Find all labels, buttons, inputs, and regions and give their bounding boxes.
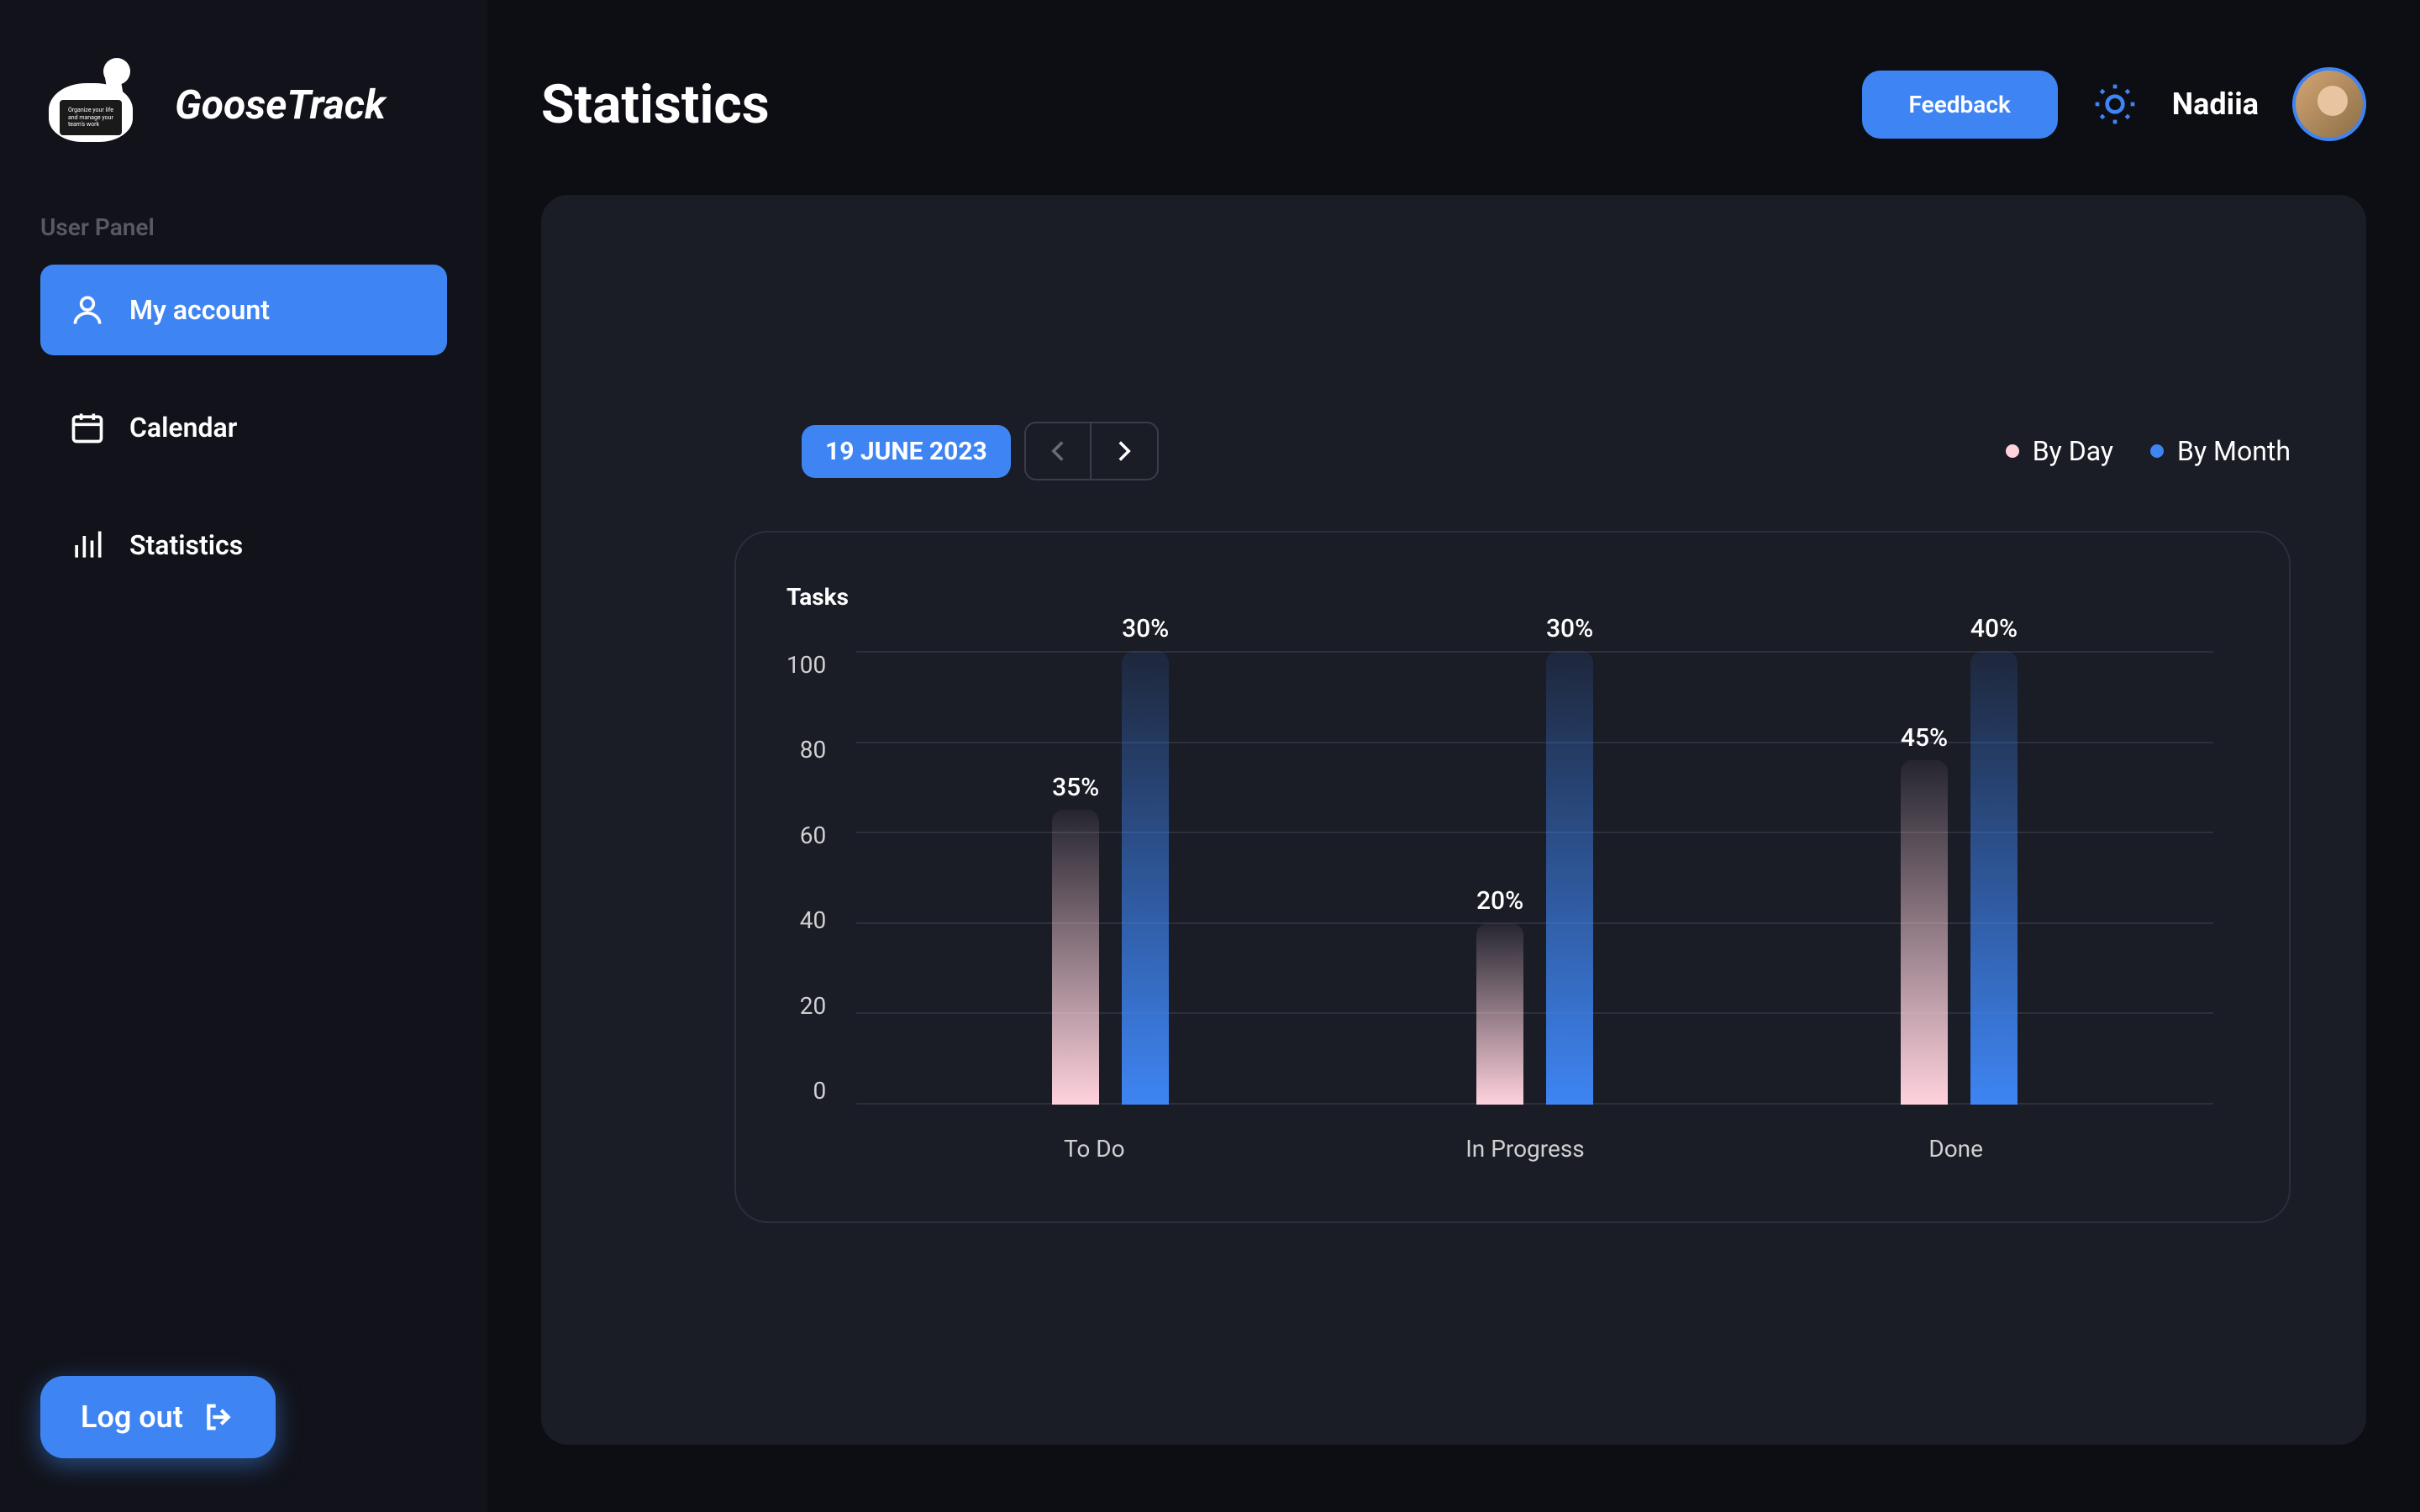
statistics-card: 19 JUNE 2023 By Day By Month	[541, 195, 2366, 1445]
day-bar: 20%	[1476, 923, 1523, 1105]
header-right: Feedback Nadiia	[1862, 67, 2366, 141]
legend-dot-day	[2006, 444, 2019, 458]
month-bar: 30%	[1546, 651, 1593, 1105]
page-title: Statistics	[541, 73, 770, 136]
y-tick: 80	[800, 736, 826, 764]
x-label: Done	[1872, 1135, 2040, 1163]
legend-dot-month	[2150, 444, 2164, 458]
month-bar: 40%	[1970, 651, 2018, 1105]
sidebar-item-calendar[interactable]: Calendar	[40, 382, 447, 473]
x-axis: To Do In Progress Done	[786, 1105, 2213, 1163]
bars: 35% 30% 20% 30% 45% 40%	[856, 651, 2213, 1105]
chart-title: Tasks	[786, 583, 2213, 611]
bar-label: 20%	[1476, 886, 1523, 916]
day-bar: 45%	[1901, 760, 1948, 1105]
feedback-button[interactable]: Feedback	[1862, 71, 2058, 139]
chart: Tasks 100 80 60 40 20 0 35% 30% 20% 30% 45% 40% To…	[734, 531, 2291, 1223]
user-icon	[69, 291, 106, 328]
y-axis: 100 80 60 40 20 0	[786, 651, 856, 1105]
nav: My account Calendar Statistics	[40, 265, 447, 591]
sidebar-item-statistics[interactable]: Statistics	[40, 500, 447, 591]
day-bar: 35%	[1052, 810, 1099, 1105]
y-tick: 60	[800, 822, 826, 849]
sidebar-item-label: My account	[129, 294, 270, 326]
legend-label: By Day	[2033, 435, 2113, 467]
panel-label: User Panel	[40, 213, 447, 241]
bar-label: 30%	[1546, 614, 1593, 643]
bar-label: 45%	[1901, 723, 1948, 753]
bar-group: 45% 40%	[1876, 651, 2044, 1105]
x-label: In Progress	[1441, 1135, 1609, 1163]
sidebar-item-account[interactable]: My account	[40, 265, 447, 355]
y-tick: 100	[786, 651, 826, 679]
sidebar-item-label: Statistics	[129, 529, 243, 561]
controls-row: 19 JUNE 2023 By Day By Month	[541, 195, 2366, 531]
bar-group: 20% 30%	[1451, 651, 1619, 1105]
next-button[interactable]	[1092, 423, 1157, 479]
bar-label: 35%	[1052, 773, 1099, 802]
x-label: To Do	[1010, 1135, 1178, 1163]
goose-logo-icon: Organize your lifeand manage yourteam's …	[40, 54, 158, 155]
main: Statistics Feedback Nadiia 19 JUNE 2023	[487, 0, 2420, 1512]
plot: 35% 30% 20% 30% 45% 40%	[856, 651, 2213, 1105]
logout-label: Log out	[81, 1399, 183, 1435]
sidebar-item-label: Calendar	[129, 412, 237, 444]
y-tick: 0	[813, 1077, 826, 1105]
bar-group: 35% 30%	[1027, 651, 1195, 1105]
legend-month: By Month	[2150, 435, 2291, 467]
username: Nadiia	[2172, 87, 2259, 122]
date-controls: 19 JUNE 2023	[802, 422, 1159, 480]
legend-label: By Month	[2177, 435, 2291, 467]
bar-label: 30%	[1122, 614, 1169, 643]
logout-button[interactable]: Log out	[40, 1376, 276, 1458]
chevron-right-icon	[1116, 439, 1133, 463]
logo: Organize your lifeand manage yourteam's …	[40, 54, 447, 155]
date-nav	[1024, 422, 1159, 480]
stats-icon	[69, 527, 106, 564]
header: Statistics Feedback Nadiia	[541, 67, 2366, 141]
bar-label: 40%	[1970, 614, 2018, 643]
app-name: GooseTrack	[175, 81, 386, 129]
logout-icon	[202, 1400, 235, 1434]
chevron-left-icon	[1050, 439, 1066, 463]
y-tick: 40	[800, 906, 826, 934]
month-bar: 30%	[1122, 651, 1169, 1105]
prev-button[interactable]	[1026, 423, 1092, 479]
chart-area: 100 80 60 40 20 0 35% 30% 20% 30% 45% 40%	[786, 651, 2213, 1105]
legend: By Day By Month	[2006, 435, 2291, 467]
date-picker[interactable]: 19 JUNE 2023	[802, 425, 1011, 478]
avatar[interactable]	[2292, 67, 2366, 141]
legend-day: By Day	[2006, 435, 2113, 467]
sidebar: Organize your lifeand manage yourteam's …	[0, 0, 487, 1512]
calendar-icon	[69, 409, 106, 446]
y-tick: 20	[800, 992, 826, 1020]
sun-icon[interactable]	[2091, 81, 2139, 128]
